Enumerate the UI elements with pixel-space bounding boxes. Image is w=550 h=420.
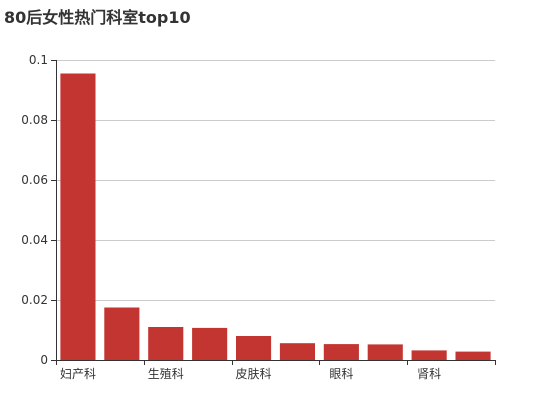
- bars: [60, 73, 491, 360]
- y-tick-label: 0.06: [21, 173, 48, 187]
- y-tick-label: 0: [40, 353, 48, 367]
- bar-5: [279, 343, 316, 360]
- bar-4: [235, 336, 272, 360]
- x-tick-label: 眼科: [329, 367, 353, 381]
- x-tick-label: 肾科: [417, 367, 441, 381]
- bar-0: [60, 73, 96, 360]
- bar-8: [411, 350, 447, 360]
- axes: [51, 60, 496, 365]
- y-tick-label: 0.1: [29, 53, 48, 67]
- bar-3: [192, 327, 228, 360]
- bar-6: [323, 344, 359, 360]
- bar-9: [455, 351, 491, 360]
- x-tick-label: 生殖科: [148, 366, 184, 381]
- chart-title: 80后女性热门科室top10: [4, 8, 191, 27]
- y-tick-label: 0.08: [21, 113, 48, 127]
- gridlines: [56, 60, 495, 301]
- tick-labels: 0 0.02 0.04 0.06 0.08 0.1 妇产科 生殖科 皮肤科 眼科 肾科: [21, 53, 441, 381]
- x-tick-label: 皮肤科: [236, 366, 272, 381]
- bar-2: [148, 327, 184, 360]
- y-tick-label: 0.02: [21, 293, 48, 307]
- x-tick-label: 妇产科: [60, 367, 96, 381]
- bar-7: [367, 344, 403, 360]
- bar-1: [104, 307, 140, 360]
- y-tick-label: 0.04: [21, 233, 48, 247]
